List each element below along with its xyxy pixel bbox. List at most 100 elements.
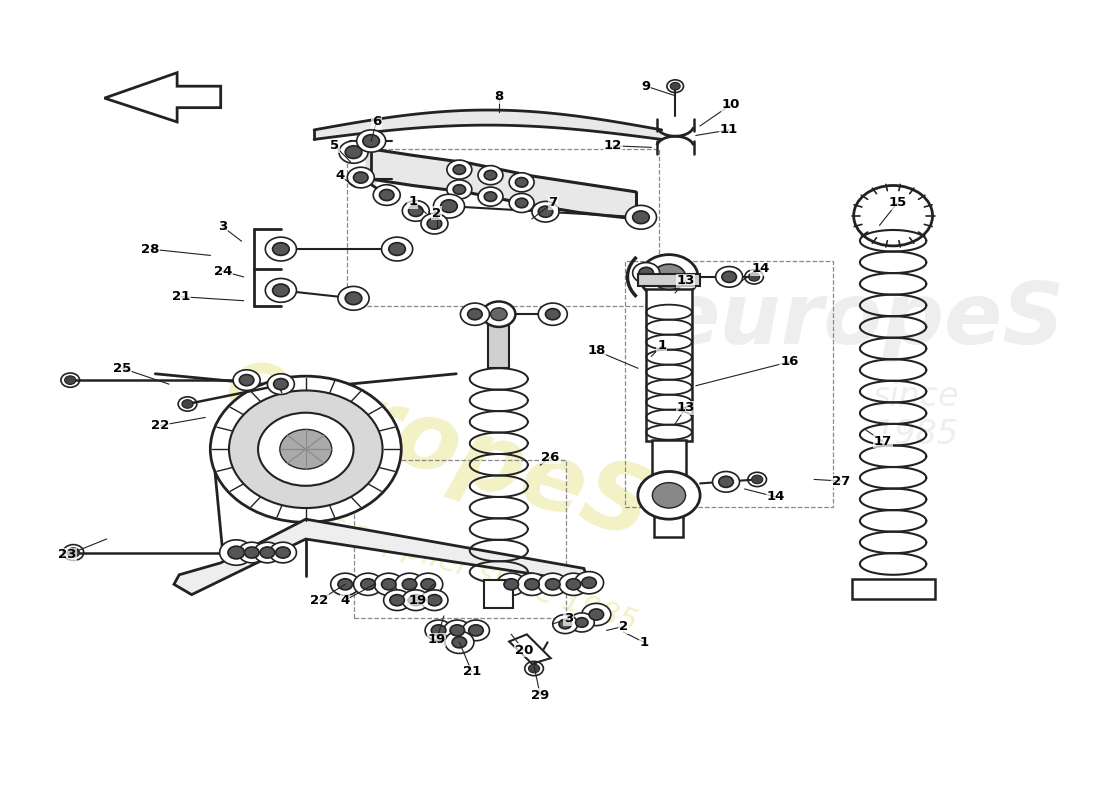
Circle shape: [632, 211, 649, 224]
Circle shape: [244, 547, 260, 558]
Circle shape: [270, 542, 296, 563]
Circle shape: [525, 578, 539, 590]
Text: 22: 22: [310, 594, 329, 606]
Text: 29: 29: [531, 689, 549, 702]
Circle shape: [854, 186, 933, 246]
Circle shape: [403, 578, 417, 590]
Circle shape: [353, 573, 383, 595]
Text: 12: 12: [604, 139, 623, 152]
Circle shape: [210, 376, 402, 522]
Circle shape: [427, 218, 442, 229]
Text: 1: 1: [639, 636, 649, 649]
Circle shape: [182, 400, 194, 408]
Circle shape: [408, 594, 424, 606]
Circle shape: [356, 130, 386, 152]
Text: 25: 25: [113, 362, 131, 374]
Circle shape: [414, 573, 443, 595]
Circle shape: [273, 284, 289, 297]
Text: 11: 11: [720, 123, 738, 136]
Circle shape: [427, 594, 442, 606]
Circle shape: [382, 578, 396, 590]
Circle shape: [559, 573, 588, 595]
Circle shape: [274, 378, 288, 390]
Bar: [348, 149, 659, 306]
Circle shape: [638, 471, 700, 519]
Circle shape: [478, 166, 503, 185]
Circle shape: [452, 637, 466, 648]
Circle shape: [516, 178, 528, 187]
Text: 19: 19: [428, 634, 446, 646]
Circle shape: [497, 573, 526, 595]
Text: 7: 7: [548, 197, 558, 210]
Circle shape: [509, 173, 535, 192]
Circle shape: [748, 273, 760, 281]
Circle shape: [267, 374, 295, 394]
Bar: [851, 578, 935, 598]
Circle shape: [388, 242, 406, 255]
Text: 4: 4: [336, 170, 344, 182]
Circle shape: [639, 267, 653, 278]
Text: 13: 13: [676, 402, 695, 414]
Text: 14: 14: [767, 490, 785, 503]
Bar: [626, 261, 833, 507]
Circle shape: [670, 82, 680, 90]
Circle shape: [582, 603, 610, 626]
Circle shape: [345, 292, 362, 305]
Circle shape: [331, 573, 360, 595]
Circle shape: [652, 482, 685, 508]
Circle shape: [233, 370, 260, 390]
Text: 2: 2: [618, 620, 628, 633]
Circle shape: [374, 573, 404, 595]
Polygon shape: [315, 110, 662, 139]
Bar: [638, 274, 700, 286]
Circle shape: [491, 308, 507, 321]
Circle shape: [361, 578, 375, 590]
Circle shape: [516, 198, 528, 208]
Circle shape: [265, 278, 296, 302]
Circle shape: [453, 185, 465, 194]
Text: europeS: europeS: [662, 279, 1066, 362]
Text: 9: 9: [641, 80, 651, 93]
Text: 8: 8: [494, 90, 504, 103]
Polygon shape: [371, 149, 636, 219]
Circle shape: [338, 286, 370, 310]
Circle shape: [441, 200, 458, 213]
Text: since
1985: since 1985: [872, 380, 959, 451]
Text: 21: 21: [172, 290, 190, 303]
Text: 18: 18: [587, 344, 605, 358]
Circle shape: [640, 254, 698, 299]
Circle shape: [276, 547, 290, 558]
Circle shape: [468, 309, 482, 320]
Circle shape: [532, 202, 559, 222]
Bar: [488, 319, 509, 368]
Circle shape: [751, 475, 762, 484]
Circle shape: [484, 170, 497, 180]
Circle shape: [509, 194, 535, 213]
Text: 26: 26: [541, 450, 560, 464]
Text: 1: 1: [657, 339, 667, 353]
Circle shape: [484, 192, 497, 202]
Circle shape: [382, 237, 412, 261]
Text: 16: 16: [780, 355, 799, 368]
Circle shape: [228, 546, 244, 559]
Circle shape: [443, 620, 471, 641]
Bar: [652, 440, 685, 495]
Circle shape: [348, 167, 374, 188]
Text: 2: 2: [432, 207, 441, 220]
Circle shape: [504, 578, 518, 590]
Circle shape: [517, 573, 547, 595]
Circle shape: [220, 540, 253, 566]
Circle shape: [421, 590, 448, 610]
Text: 13: 13: [676, 274, 695, 287]
Circle shape: [574, 571, 604, 594]
Polygon shape: [104, 73, 221, 122]
Circle shape: [433, 194, 464, 218]
Circle shape: [421, 578, 436, 590]
Circle shape: [538, 303, 568, 326]
Circle shape: [590, 609, 604, 620]
Circle shape: [462, 620, 490, 641]
Text: 23: 23: [58, 549, 76, 562]
Circle shape: [447, 160, 472, 179]
Text: 1: 1: [408, 195, 417, 208]
Circle shape: [421, 214, 448, 234]
